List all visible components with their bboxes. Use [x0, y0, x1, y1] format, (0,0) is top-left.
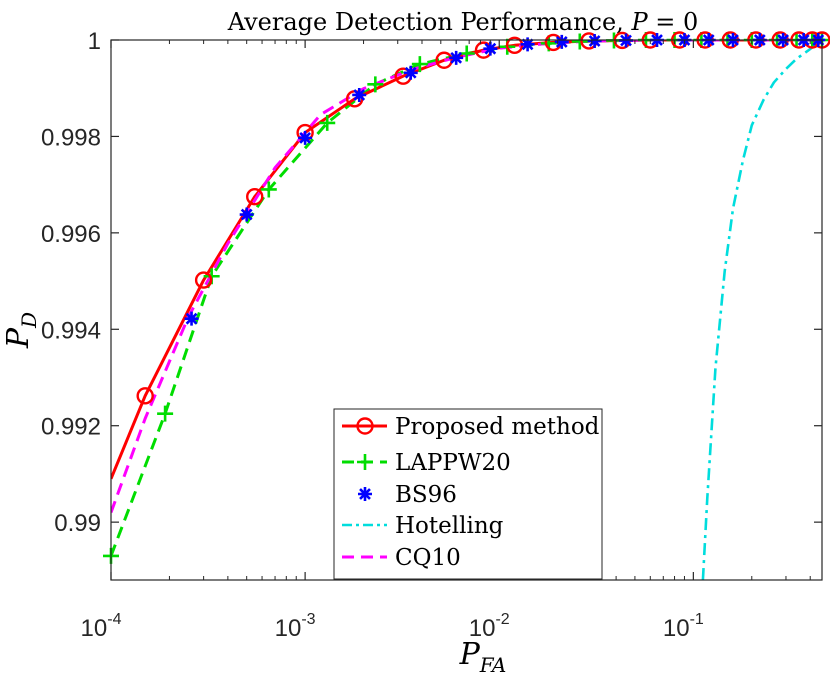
legend-entry-cq10: CQ10: [342, 545, 461, 571]
series-line-proposed-method: [111, 40, 822, 480]
marker-lappw20: [367, 76, 384, 93]
legend-label: Proposed method: [395, 414, 600, 440]
marker-bs96: [298, 130, 313, 145]
legend-label: Hotelling: [395, 513, 504, 539]
legend-box: [333, 408, 603, 580]
y-tick-label: 1: [88, 28, 101, 55]
series-line-cq10: [111, 40, 822, 514]
legend-label: CQ10: [395, 545, 461, 571]
y-tick-label: 0.994: [41, 317, 101, 344]
legend-marker: [357, 454, 373, 470]
marker-bs96: [587, 33, 602, 48]
legend-entry-lappw20: LAPPW20: [342, 450, 511, 476]
series-line-hotelling: [701, 40, 822, 580]
marker-bs96: [403, 65, 418, 80]
legend-marker: [356, 417, 374, 435]
marker-bs96: [483, 41, 498, 56]
marker-bs96: [554, 34, 569, 49]
marker-bs96: [520, 37, 535, 52]
x-tick-label: 10-3: [275, 611, 316, 642]
marker-bs96: [449, 50, 464, 65]
y-tick-label: 0.998: [41, 124, 101, 151]
legend-label: LAPPW20: [395, 450, 511, 476]
x-tick-label: 10-1: [663, 611, 704, 642]
legend-entry-hotelling: Hotelling: [342, 513, 504, 539]
legend-entry-bs96: BS96: [358, 482, 457, 508]
marker-lappw20: [260, 181, 277, 198]
marker-lappw20: [411, 56, 428, 73]
marker-proposed-method: [136, 387, 154, 405]
marker-bs96: [352, 87, 367, 102]
ticks-layer: 0.99 0.992 0.994 0.996 0.998 1 10-4 10-3 10-2 10-…: [41, 28, 822, 642]
marker-proposed-method: [246, 187, 264, 206]
x-tick-label: 10-4: [81, 611, 122, 642]
chart-title: Average Detection Performance, P = 0: [227, 8, 698, 36]
marker-proposed-method: [194, 271, 213, 289]
legend-label: BS96: [395, 482, 457, 508]
x-axis-label: PFA: [459, 637, 507, 673]
legend-entry-proposed-method: Proposed method: [342, 414, 600, 440]
marker-lappw20: [319, 114, 336, 131]
y-tick-label: 0.992: [41, 414, 101, 441]
y-axis-label: PD: [1, 312, 41, 349]
y-tick-label: 0.99: [54, 510, 101, 537]
marker-bs96: [184, 311, 199, 326]
y-tick-label: 0.996: [41, 221, 101, 248]
marker-lappw20: [571, 33, 588, 50]
marker-bs96: [239, 207, 254, 222]
axes-frame: [110, 39, 823, 581]
marker-proposed-method: [435, 51, 453, 69]
x-tick-label: 10-2: [469, 611, 510, 642]
marker-lappw20: [157, 405, 174, 422]
legend-marker: [358, 487, 372, 501]
legend: Proposed method LAPPW20 BS96 Hotelling CQ10: [333, 408, 603, 580]
